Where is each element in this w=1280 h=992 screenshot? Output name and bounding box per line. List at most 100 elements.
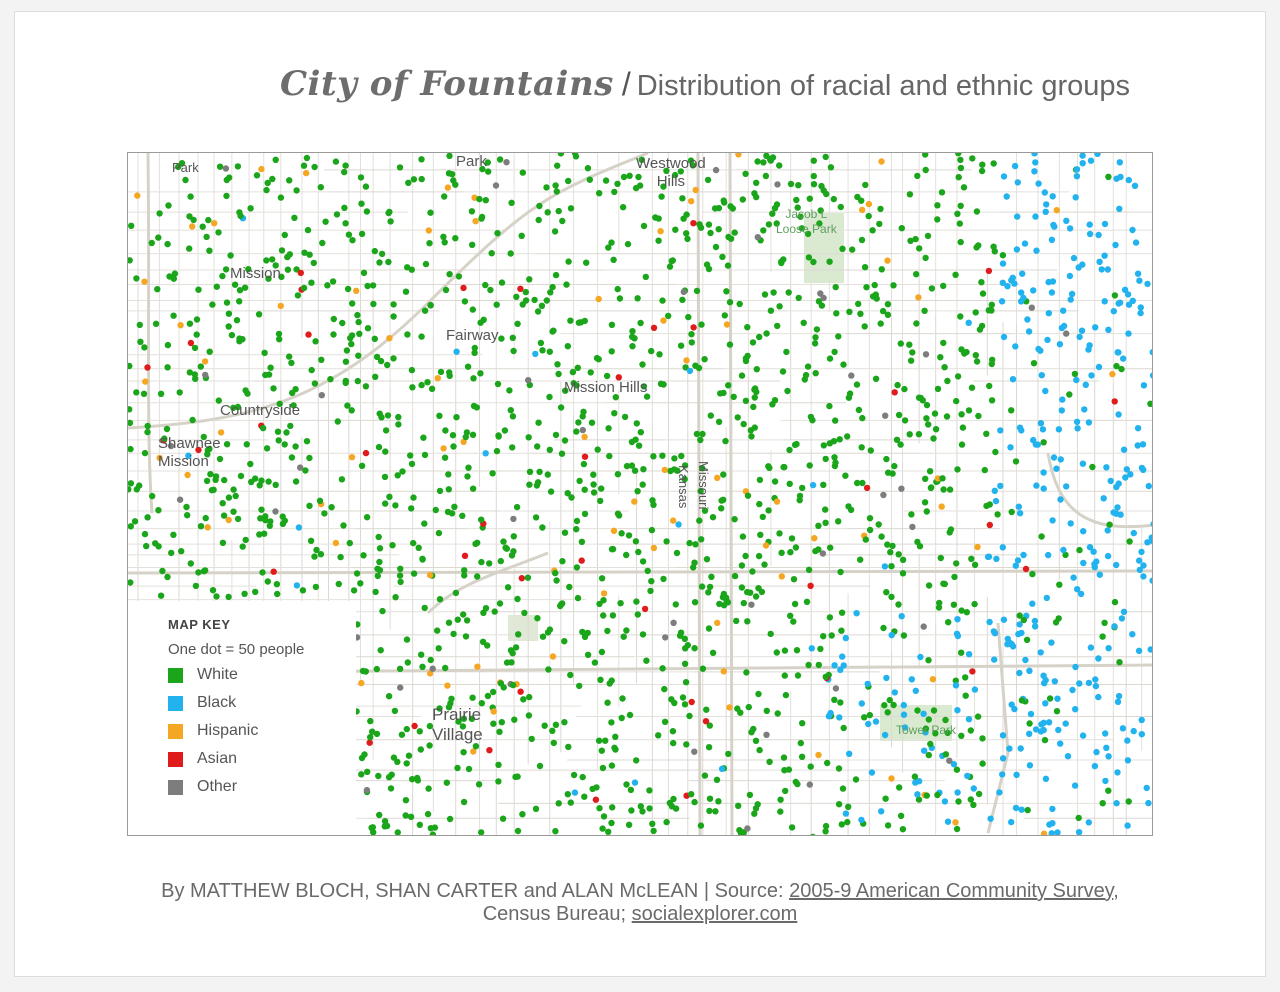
- population-dot: [184, 471, 191, 479]
- population-dot: [766, 464, 773, 472]
- population-dot: [501, 427, 509, 434]
- population-dot: [562, 387, 569, 394]
- population-dot: [395, 421, 402, 428]
- population-dot: [1103, 464, 1110, 471]
- population-dot: [655, 215, 662, 222]
- population-dot: [342, 162, 349, 169]
- population-dot: [256, 482, 263, 489]
- population-dot: [141, 344, 148, 351]
- population-dot: [239, 543, 246, 550]
- population-dot: [979, 290, 987, 297]
- population-dot: [973, 358, 981, 365]
- population-dot: [987, 815, 994, 822]
- population-dot: [811, 535, 818, 542]
- population-dot: [963, 348, 970, 356]
- population-dot: [773, 649, 780, 656]
- population-dot: [1136, 277, 1143, 284]
- population-dot: [1098, 266, 1105, 273]
- population-dot: [940, 339, 947, 347]
- population-dot: [658, 193, 665, 200]
- socialexplorer-link[interactable]: socialexplorer.com: [631, 903, 798, 925]
- population-dot: [258, 165, 265, 173]
- population-dot: [806, 195, 813, 202]
- population-dot: [421, 451, 429, 459]
- population-dot: [749, 568, 756, 575]
- population-dot: [776, 303, 783, 310]
- population-dot: [1064, 753, 1072, 760]
- population-dot: [898, 485, 905, 492]
- population-dot: [471, 349, 478, 356]
- population-dot: [236, 298, 243, 305]
- population-dot: [1106, 521, 1113, 528]
- population-dot: [302, 467, 309, 474]
- population-dot: [672, 601, 679, 608]
- population-dot: [479, 165, 486, 173]
- population-dot: [363, 514, 371, 521]
- population-dot: [1118, 615, 1126, 622]
- population-dot: [1125, 330, 1132, 337]
- population-dot: [924, 232, 932, 240]
- population-dot: [215, 229, 222, 236]
- population-dot: [872, 375, 880, 382]
- population-dot: [691, 645, 698, 652]
- population-dot: [681, 475, 688, 483]
- population-dot: [252, 588, 259, 596]
- population-dot: [358, 679, 365, 687]
- population-dot: [877, 205, 884, 213]
- population-dot: [222, 266, 230, 273]
- population-dot: [925, 657, 932, 664]
- population-dot: [1017, 745, 1024, 752]
- population-dot: [686, 367, 694, 375]
- population-dot: [878, 266, 885, 273]
- population-dot: [807, 582, 814, 589]
- map-canvas[interactable]: [128, 153, 1153, 836]
- population-dot: [1011, 162, 1019, 170]
- population-dot: [1101, 298, 1108, 305]
- population-dot: [402, 797, 410, 804]
- population-dot: [629, 328, 636, 335]
- population-dot: [751, 810, 758, 817]
- dot-density-map[interactable]: Park Park Westwood Hills Mission Fairway…: [127, 152, 1153, 836]
- population-dot: [410, 570, 418, 577]
- population-dot: [376, 545, 384, 552]
- population-dot: [329, 278, 337, 285]
- population-dot: [546, 348, 553, 355]
- population-dot: [371, 335, 378, 342]
- population-dot: [915, 294, 922, 301]
- place-label-mission: Mission: [230, 265, 281, 282]
- population-dot: [581, 433, 588, 441]
- population-dot: [677, 168, 684, 175]
- population-dot: [557, 153, 565, 157]
- population-dot: [1049, 278, 1057, 285]
- source-link[interactable]: 2005-9 American Community Survey: [789, 880, 1114, 902]
- population-dot: [345, 231, 353, 238]
- population-dot: [952, 677, 959, 684]
- population-dot: [137, 338, 144, 345]
- population-dot: [626, 711, 634, 719]
- population-dot: [783, 348, 790, 356]
- population-dot: [767, 630, 774, 638]
- population-dot: [708, 573, 715, 580]
- population-dot: [128, 362, 133, 370]
- population-dot: [327, 376, 334, 383]
- population-dot: [1057, 496, 1064, 503]
- population-dot: [835, 333, 842, 340]
- population-dot: [435, 529, 443, 537]
- population-dot: [319, 239, 326, 247]
- population-dot: [780, 754, 788, 761]
- population-dot: [600, 590, 608, 597]
- population-dot: [1124, 291, 1132, 298]
- population-dot: [938, 503, 945, 510]
- population-dot: [163, 425, 171, 433]
- population-dot: [855, 300, 862, 308]
- population-dot: [731, 229, 738, 236]
- population-dot: [590, 489, 598, 496]
- population-dot: [396, 665, 404, 672]
- population-dot: [564, 490, 571, 497]
- population-dot: [794, 204, 801, 211]
- population-dot: [915, 796, 923, 803]
- population-dot: [1018, 289, 1025, 296]
- population-dot: [421, 307, 429, 314]
- population-dot: [281, 441, 288, 448]
- population-dot: [1043, 201, 1050, 208]
